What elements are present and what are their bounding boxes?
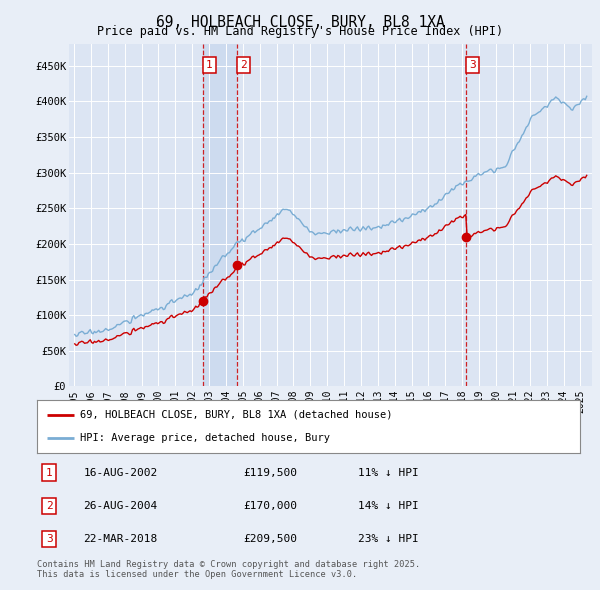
Text: HPI: Average price, detached house, Bury: HPI: Average price, detached house, Bury xyxy=(80,433,329,443)
Text: 3: 3 xyxy=(469,60,476,70)
Text: 69, HOLBEACH CLOSE, BURY, BL8 1XA (detached house): 69, HOLBEACH CLOSE, BURY, BL8 1XA (detac… xyxy=(80,410,392,420)
Text: 2: 2 xyxy=(241,60,247,70)
Text: 23% ↓ HPI: 23% ↓ HPI xyxy=(358,534,418,544)
Text: Contains HM Land Registry data © Crown copyright and database right 2025.
This d: Contains HM Land Registry data © Crown c… xyxy=(37,560,421,579)
Text: 16-AUG-2002: 16-AUG-2002 xyxy=(83,468,158,478)
Text: Price paid vs. HM Land Registry's House Price Index (HPI): Price paid vs. HM Land Registry's House … xyxy=(97,25,503,38)
Text: 2: 2 xyxy=(46,501,53,511)
Text: 1: 1 xyxy=(206,60,213,70)
Text: £170,000: £170,000 xyxy=(244,501,298,511)
Text: 11% ↓ HPI: 11% ↓ HPI xyxy=(358,468,418,478)
Text: 69, HOLBEACH CLOSE, BURY, BL8 1XA: 69, HOLBEACH CLOSE, BURY, BL8 1XA xyxy=(155,15,445,30)
Text: 3: 3 xyxy=(46,534,53,544)
Bar xyxy=(203,44,237,386)
Text: £209,500: £209,500 xyxy=(244,534,298,544)
Text: 22-MAR-2018: 22-MAR-2018 xyxy=(83,534,158,544)
Text: 14% ↓ HPI: 14% ↓ HPI xyxy=(358,501,418,511)
Text: 26-AUG-2004: 26-AUG-2004 xyxy=(83,501,158,511)
Text: 1: 1 xyxy=(46,468,53,478)
Text: £119,500: £119,500 xyxy=(244,468,298,478)
